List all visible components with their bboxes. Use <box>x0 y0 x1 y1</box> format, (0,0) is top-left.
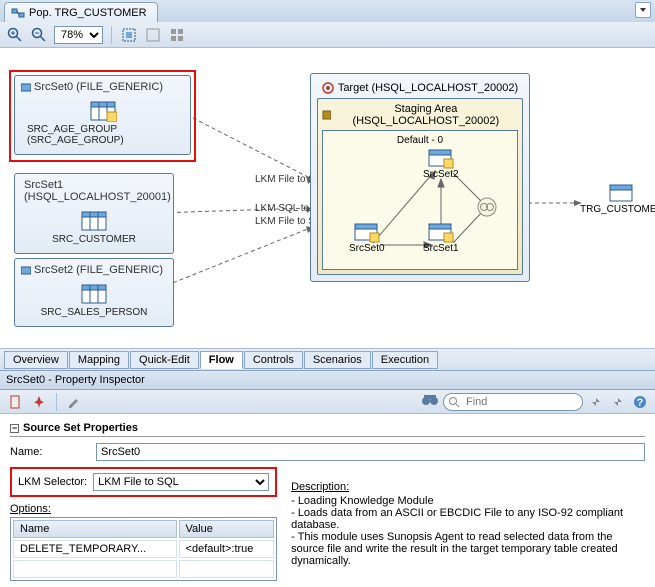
zoom-select[interactable]: 78% <box>54 26 103 44</box>
node-trg-customer[interactable]: TRG_CUSTOMER <box>580 184 655 215</box>
staging-icon <box>322 110 331 120</box>
tab-list-dropdown[interactable] <box>635 2 651 18</box>
node-srcset1[interactable]: SrcSet1 <box>423 223 459 254</box>
lkm-selector[interactable]: LKM File to SQL <box>93 473 269 491</box>
tab-mapping[interactable]: Mapping <box>69 351 129 369</box>
flow-canvas[interactable]: SrcSet0 (FILE_GENERIC) SRC_AGE_GROUP (SR… <box>0 48 655 348</box>
target-container[interactable]: Target (HSQL_LOCALHOST_20002) Staging Ar… <box>310 73 530 282</box>
editor-tab-bar: Pop. TRG_CUSTOMER <box>0 0 655 22</box>
tab-flow[interactable]: Flow <box>200 351 243 369</box>
fit-selection-icon[interactable] <box>120 26 138 44</box>
edit-icon[interactable] <box>65 393 83 411</box>
tab-overview[interactable]: Overview <box>4 351 68 369</box>
table-icon <box>428 149 454 169</box>
table-icon <box>89 100 117 122</box>
zoom-out-icon[interactable] <box>30 26 48 44</box>
description-text: - Loading Knowledge Module - Loads data … <box>291 495 645 567</box>
table-icon <box>428 223 454 243</box>
node-srcset2[interactable]: SrcSet2 <box>423 149 459 180</box>
description-label: Description: <box>291 481 645 493</box>
tab-execution[interactable]: Execution <box>372 351 438 369</box>
layout-icon[interactable] <box>168 26 186 44</box>
inspector-toolbar: ? <box>0 390 655 414</box>
tab-title: Pop. TRG_CUSTOMER <box>29 7 147 19</box>
datastore-icon <box>21 82 31 92</box>
find-prev-icon[interactable] <box>587 393 605 411</box>
find-input[interactable] <box>443 393 583 411</box>
section-title: −Source Set Properties <box>10 420 645 437</box>
pin-icon[interactable] <box>30 393 48 411</box>
tab-pop-trg-customer[interactable]: Pop. TRG_CUSTOMER <box>4 2 158 22</box>
name-label: Name: <box>10 446 90 458</box>
zoom-in-icon[interactable] <box>6 26 24 44</box>
help-icon[interactable]: ? <box>631 393 649 411</box>
source-srcset1[interactable]: SrcSet1 (HSQL_LOCALHOST_20001) SRC_CUSTO… <box>14 173 174 254</box>
tab-scenarios[interactable]: Scenarios <box>304 351 371 369</box>
canvas-toolbar: 78% <box>0 22 655 48</box>
default-set[interactable]: Default - 0 SrcSet2 SrcSet0 <box>322 130 518 270</box>
properties-panel: −Source Set Properties Name: LKM Selecto… <box>0 414 655 587</box>
node-srcset0[interactable]: SrcSet0 <box>349 223 385 254</box>
lkm-label: LKM Selector: <box>18 476 87 488</box>
svg-text:?: ? <box>637 397 644 409</box>
tab-quick-edit[interactable]: Quick-Edit <box>130 351 199 369</box>
options-table[interactable]: NameValue DELETE_TEMPORARY...<default>:t… <box>10 517 277 581</box>
toolbar-separator <box>111 26 112 44</box>
table-icon <box>609 184 635 204</box>
table-icon <box>354 223 380 243</box>
find-next-icon[interactable] <box>609 393 627 411</box>
tab-controls[interactable]: Controls <box>244 351 303 369</box>
table-icon <box>80 283 108 305</box>
freeze-icon[interactable] <box>6 393 24 411</box>
inspector-title: SrcSet0 - Property Inspector <box>0 370 655 390</box>
name-input[interactable] <box>96 443 645 461</box>
source-srcset2[interactable]: SrcSet2 (FILE_GENERIC) SRC_SALES_PERSON <box>14 258 174 327</box>
datastore-icon <box>21 265 31 275</box>
fit-all-icon[interactable] <box>144 26 162 44</box>
options-label: Options: <box>10 503 277 515</box>
table-icon <box>80 210 108 232</box>
collapse-toggle[interactable]: − <box>10 424 19 433</box>
table-row: DELETE_TEMPORARY...<default>:true <box>13 540 274 558</box>
bottom-tab-bar: Overview Mapping Quick-Edit Flow Control… <box>0 348 655 370</box>
source-srcset0[interactable]: SrcSet0 (FILE_GENERIC) SRC_AGE_GROUP (SR… <box>14 75 191 155</box>
lkm-selector-row: LKM Selector: LKM File to SQL <box>10 467 277 497</box>
staging-area[interactable]: Staging Area (HSQL_LOCALHOST_20002) Defa… <box>317 98 523 275</box>
binoculars-icon[interactable] <box>421 393 439 410</box>
search-icon <box>448 396 460 408</box>
target-icon <box>322 82 334 94</box>
mapping-icon <box>11 6 25 20</box>
